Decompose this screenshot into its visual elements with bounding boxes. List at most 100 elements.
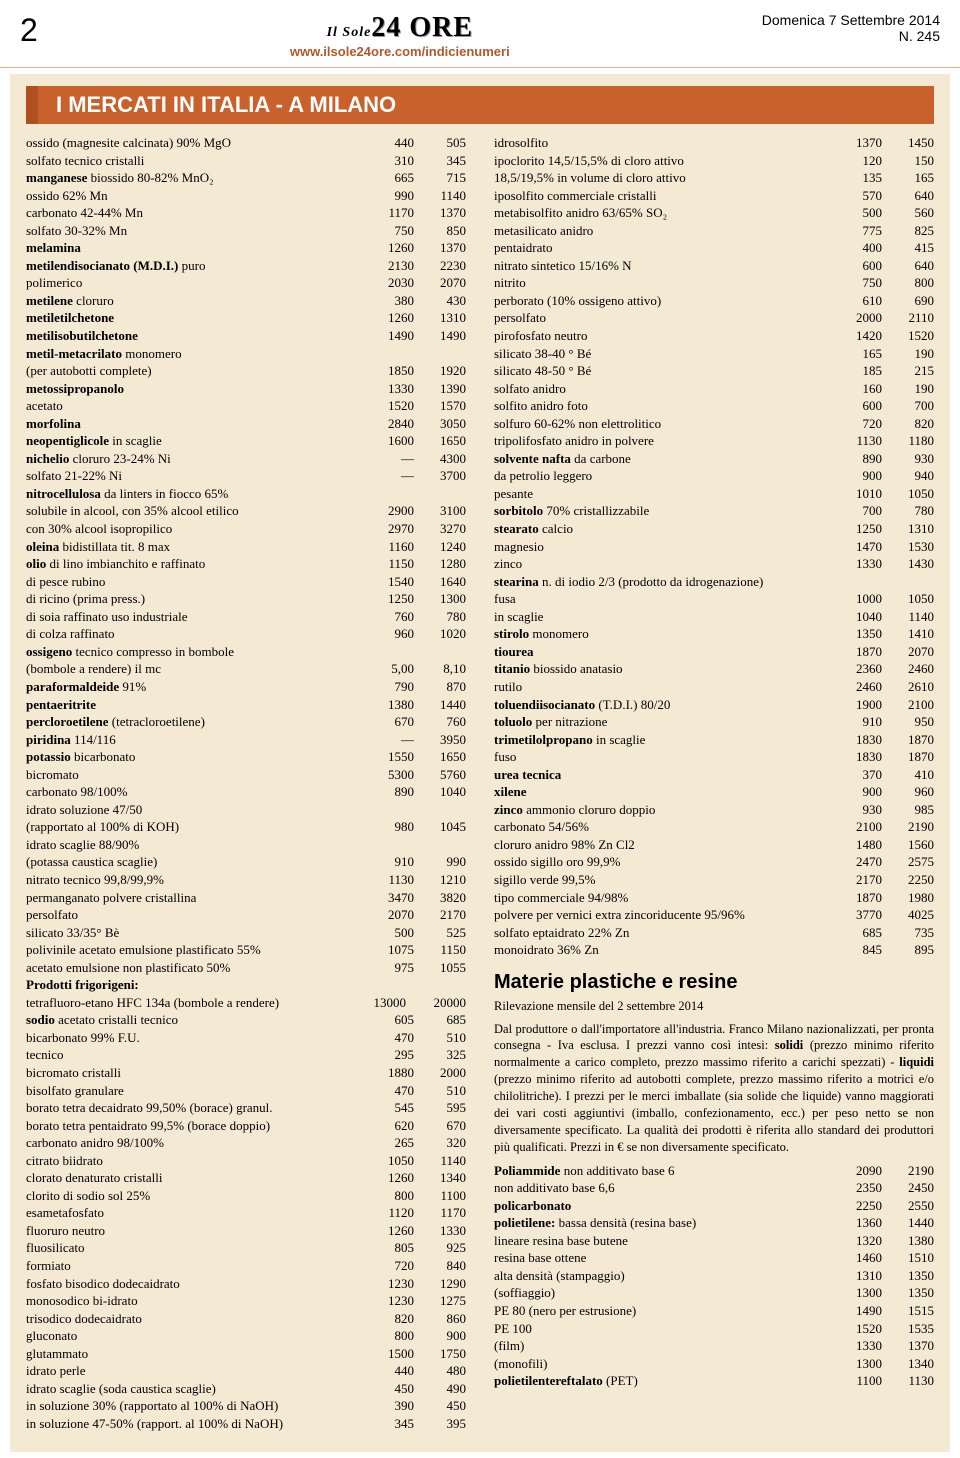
row-value-max: 1170: [414, 1204, 466, 1222]
data-row: polimerico20302070: [26, 274, 466, 292]
data-row: non additivato base 6,623502450: [494, 1179, 934, 1197]
row-value-min: 720: [830, 415, 882, 433]
row-value-max: 1370: [414, 204, 466, 222]
data-row: fluoruro neutro12601330: [26, 1222, 466, 1240]
data-row: permanganato polvere cristallina34703820: [26, 889, 466, 907]
data-row: metossipropanolo13301390: [26, 380, 466, 398]
row-value-max: 1530: [882, 538, 934, 556]
data-row: solvente nafta da carbone890930: [494, 450, 934, 468]
row-label: pentaidrato: [494, 239, 830, 257]
row-label: neopentiglicole in scaglie: [26, 432, 362, 450]
data-row: tetrafluoro-etano HFC 134a (bombole a re…: [26, 994, 466, 1012]
row-label: nichelio cloruro 23-24% Ni: [26, 450, 362, 468]
row-value-max: 1100: [414, 1187, 466, 1205]
row-label: PE 80 (nero per estrusione): [494, 1302, 830, 1320]
row-label: metil-metacrilato monomero: [26, 345, 362, 363]
row-value-max: 1020: [414, 625, 466, 643]
row-value-max: 640: [882, 257, 934, 275]
data-row: toluolo per nitrazione910950: [494, 713, 934, 731]
data-row: morfolina28403050: [26, 415, 466, 433]
data-row: toluendiisocianato (T.D.I.) 80/201900210…: [494, 696, 934, 714]
row-label: carbonato 42-44% Mn: [26, 204, 362, 222]
left-column: ossido (magnesite calcinata) 90% MgO4405…: [26, 134, 466, 1432]
masthead: Il Sole24 ORE www.ilsole24ore.com/indici…: [38, 12, 762, 59]
row-value-min: 1600: [362, 432, 414, 450]
row-value-max: 2575: [882, 853, 934, 871]
row-value-min: 2130: [362, 257, 414, 275]
subsection-body: Dal produttore o dall'importatore all'in…: [494, 1021, 934, 1156]
row-label: permanganato polvere cristallina: [26, 889, 362, 907]
data-row: silicato 48-50 ° Bé185215: [494, 362, 934, 380]
row-label: ossido sigillo oro 99,9%: [494, 853, 830, 871]
row-value-min: 1380: [362, 696, 414, 714]
row-value-min: 2170: [830, 871, 882, 889]
row-value-min: 1050: [362, 1152, 414, 1170]
row-label: stirolo monomero: [494, 625, 830, 643]
row-value-max: 1340: [882, 1355, 934, 1373]
row-label: carbonato 54/56%: [494, 818, 830, 836]
row-value-max: 735: [882, 924, 934, 942]
row-value-max: 1310: [882, 520, 934, 538]
data-row: (monofili)13001340: [494, 1355, 934, 1373]
row-value-min: 5300: [362, 766, 414, 784]
row-label: fluoruro neutro: [26, 1222, 362, 1240]
row-label: (monofili): [494, 1355, 830, 1373]
row-label: con 30% alcool isopropilico: [26, 520, 362, 538]
data-row: (per autobotti complete)18501920: [26, 362, 466, 380]
row-value-max: 1045: [414, 818, 466, 836]
data-row: nitrato sintetico 15/16% N600640: [494, 257, 934, 275]
row-label: rutilo: [494, 678, 830, 696]
row-value-max: 1640: [414, 573, 466, 591]
row-value-min: 1330: [830, 555, 882, 573]
row-value-min: 135: [830, 169, 882, 187]
row-value-max: 2250: [882, 871, 934, 889]
row-value-max: 1490: [414, 327, 466, 345]
row-value-max: 1560: [882, 836, 934, 854]
data-row: sorbitolo 70% cristallizzabile700780: [494, 502, 934, 520]
row-value-max: 150: [882, 152, 934, 170]
row-value-min: 775: [830, 222, 882, 240]
row-value-max: 1450: [882, 134, 934, 152]
data-row: persolfato20702170: [26, 906, 466, 924]
row-value-min: 1130: [362, 871, 414, 889]
row-value-min: 400: [830, 239, 882, 257]
data-row: di ricino (prima press.)12501300: [26, 590, 466, 608]
row-value-min: 1520: [362, 397, 414, 415]
row-value-min: 750: [362, 222, 414, 240]
data-row: di colza raffinato9601020: [26, 625, 466, 643]
row-label: toluendiisocianato (T.D.I.) 80/20: [494, 696, 830, 714]
data-row: solfito anidro foto600700: [494, 397, 934, 415]
row-label: da petrolio leggero: [494, 467, 830, 485]
row-label: fusa: [494, 590, 830, 608]
data-row: acetato15201570: [26, 397, 466, 415]
data-row: clorato denaturato cristalli12601340: [26, 1169, 466, 1187]
data-row: titanio biossido anatasio23602460: [494, 660, 934, 678]
row-value-max: 1290: [414, 1275, 466, 1293]
data-row: tipo commerciale 94/98%18701980: [494, 889, 934, 907]
data-columns: ossido (magnesite calcinata) 90% MgO4405…: [26, 134, 934, 1432]
row-value-min: 1850: [362, 362, 414, 380]
row-label: paraformaldeide 91%: [26, 678, 362, 696]
row-value-max: 1650: [414, 748, 466, 766]
row-label: potassio bicarbonato: [26, 748, 362, 766]
row-value-min: 13000: [346, 994, 406, 1012]
row-value-max: 1350: [882, 1267, 934, 1285]
data-row: polvere per vernici extra zincoriducente…: [494, 906, 934, 924]
row-value-min: 910: [362, 853, 414, 871]
row-label: ossido 62% Mn: [26, 187, 362, 205]
row-value-min: 1540: [362, 573, 414, 591]
data-row: cloruro anidro 98% Zn Cl214801560: [494, 836, 934, 854]
row-value-min: 1260: [362, 309, 414, 327]
row-value-min: 1230: [362, 1275, 414, 1293]
row-label: (rapportato al 100% di KOH): [26, 818, 362, 836]
row-value-min: 1900: [830, 696, 882, 714]
data-row: rutilo24602610: [494, 678, 934, 696]
row-value-min: 670: [362, 713, 414, 731]
row-label: nitrato sintetico 15/16% N: [494, 257, 830, 275]
row-label: metiletilchetone: [26, 309, 362, 327]
data-row: solfato eptaidrato 22% Zn685735: [494, 924, 934, 942]
row-value-min: 570: [830, 187, 882, 205]
data-row: idrosolfito13701450: [494, 134, 934, 152]
row-value-min: 470: [362, 1082, 414, 1100]
row-value-min: 1490: [830, 1302, 882, 1320]
